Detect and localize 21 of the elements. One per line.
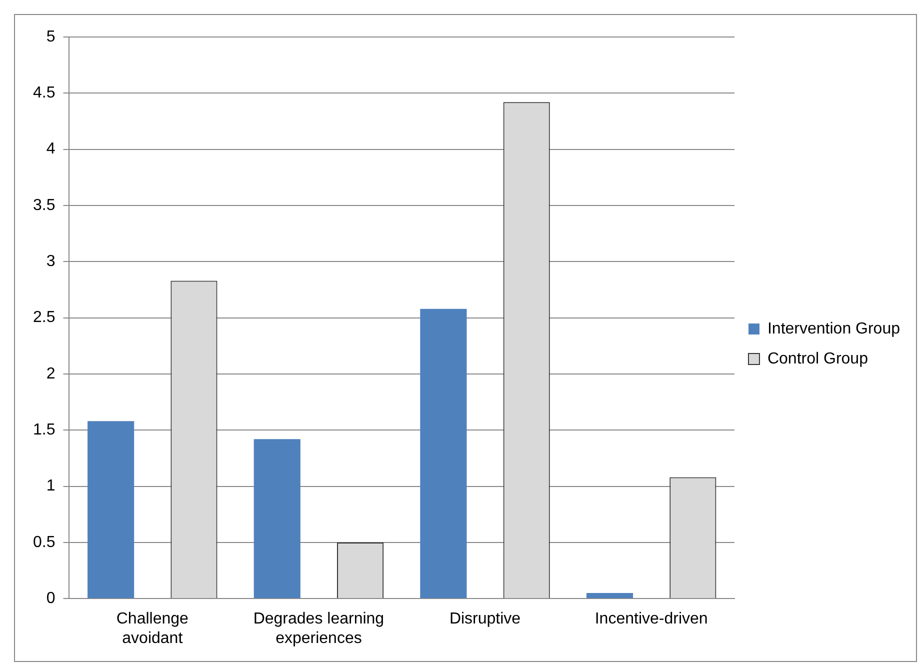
legend-label: Control Group bbox=[767, 350, 868, 368]
y-tick-label: 1.5 bbox=[32, 422, 56, 439]
y-tick-label: 4 bbox=[46, 140, 56, 158]
y-tick-label: 1 bbox=[46, 478, 56, 495]
y-tick-label: 2 bbox=[46, 365, 56, 382]
y-tick-label: 0 bbox=[46, 590, 56, 608]
y-tick-label: 2.5 bbox=[32, 309, 56, 326]
bar bbox=[586, 592, 634, 598]
y-tick-label: 5 bbox=[46, 28, 56, 46]
y-tick-label: 3 bbox=[46, 253, 56, 270]
y-tick-label: 0.5 bbox=[32, 534, 56, 551]
y-tick-label: 3.5 bbox=[32, 196, 56, 214]
x-tick-label: Disruptive bbox=[449, 610, 521, 628]
y-tick-label: 4.5 bbox=[32, 84, 56, 102]
x-tick-label: Challenge avoidant bbox=[116, 610, 189, 647]
x-tick-label: Incentive-driven bbox=[594, 610, 708, 628]
bar bbox=[420, 308, 467, 598]
bar bbox=[254, 439, 300, 598]
legend-label: Intervention Group bbox=[767, 320, 900, 338]
bar bbox=[88, 421, 134, 598]
x-tick-label: Degrades learning experiences bbox=[253, 610, 384, 647]
